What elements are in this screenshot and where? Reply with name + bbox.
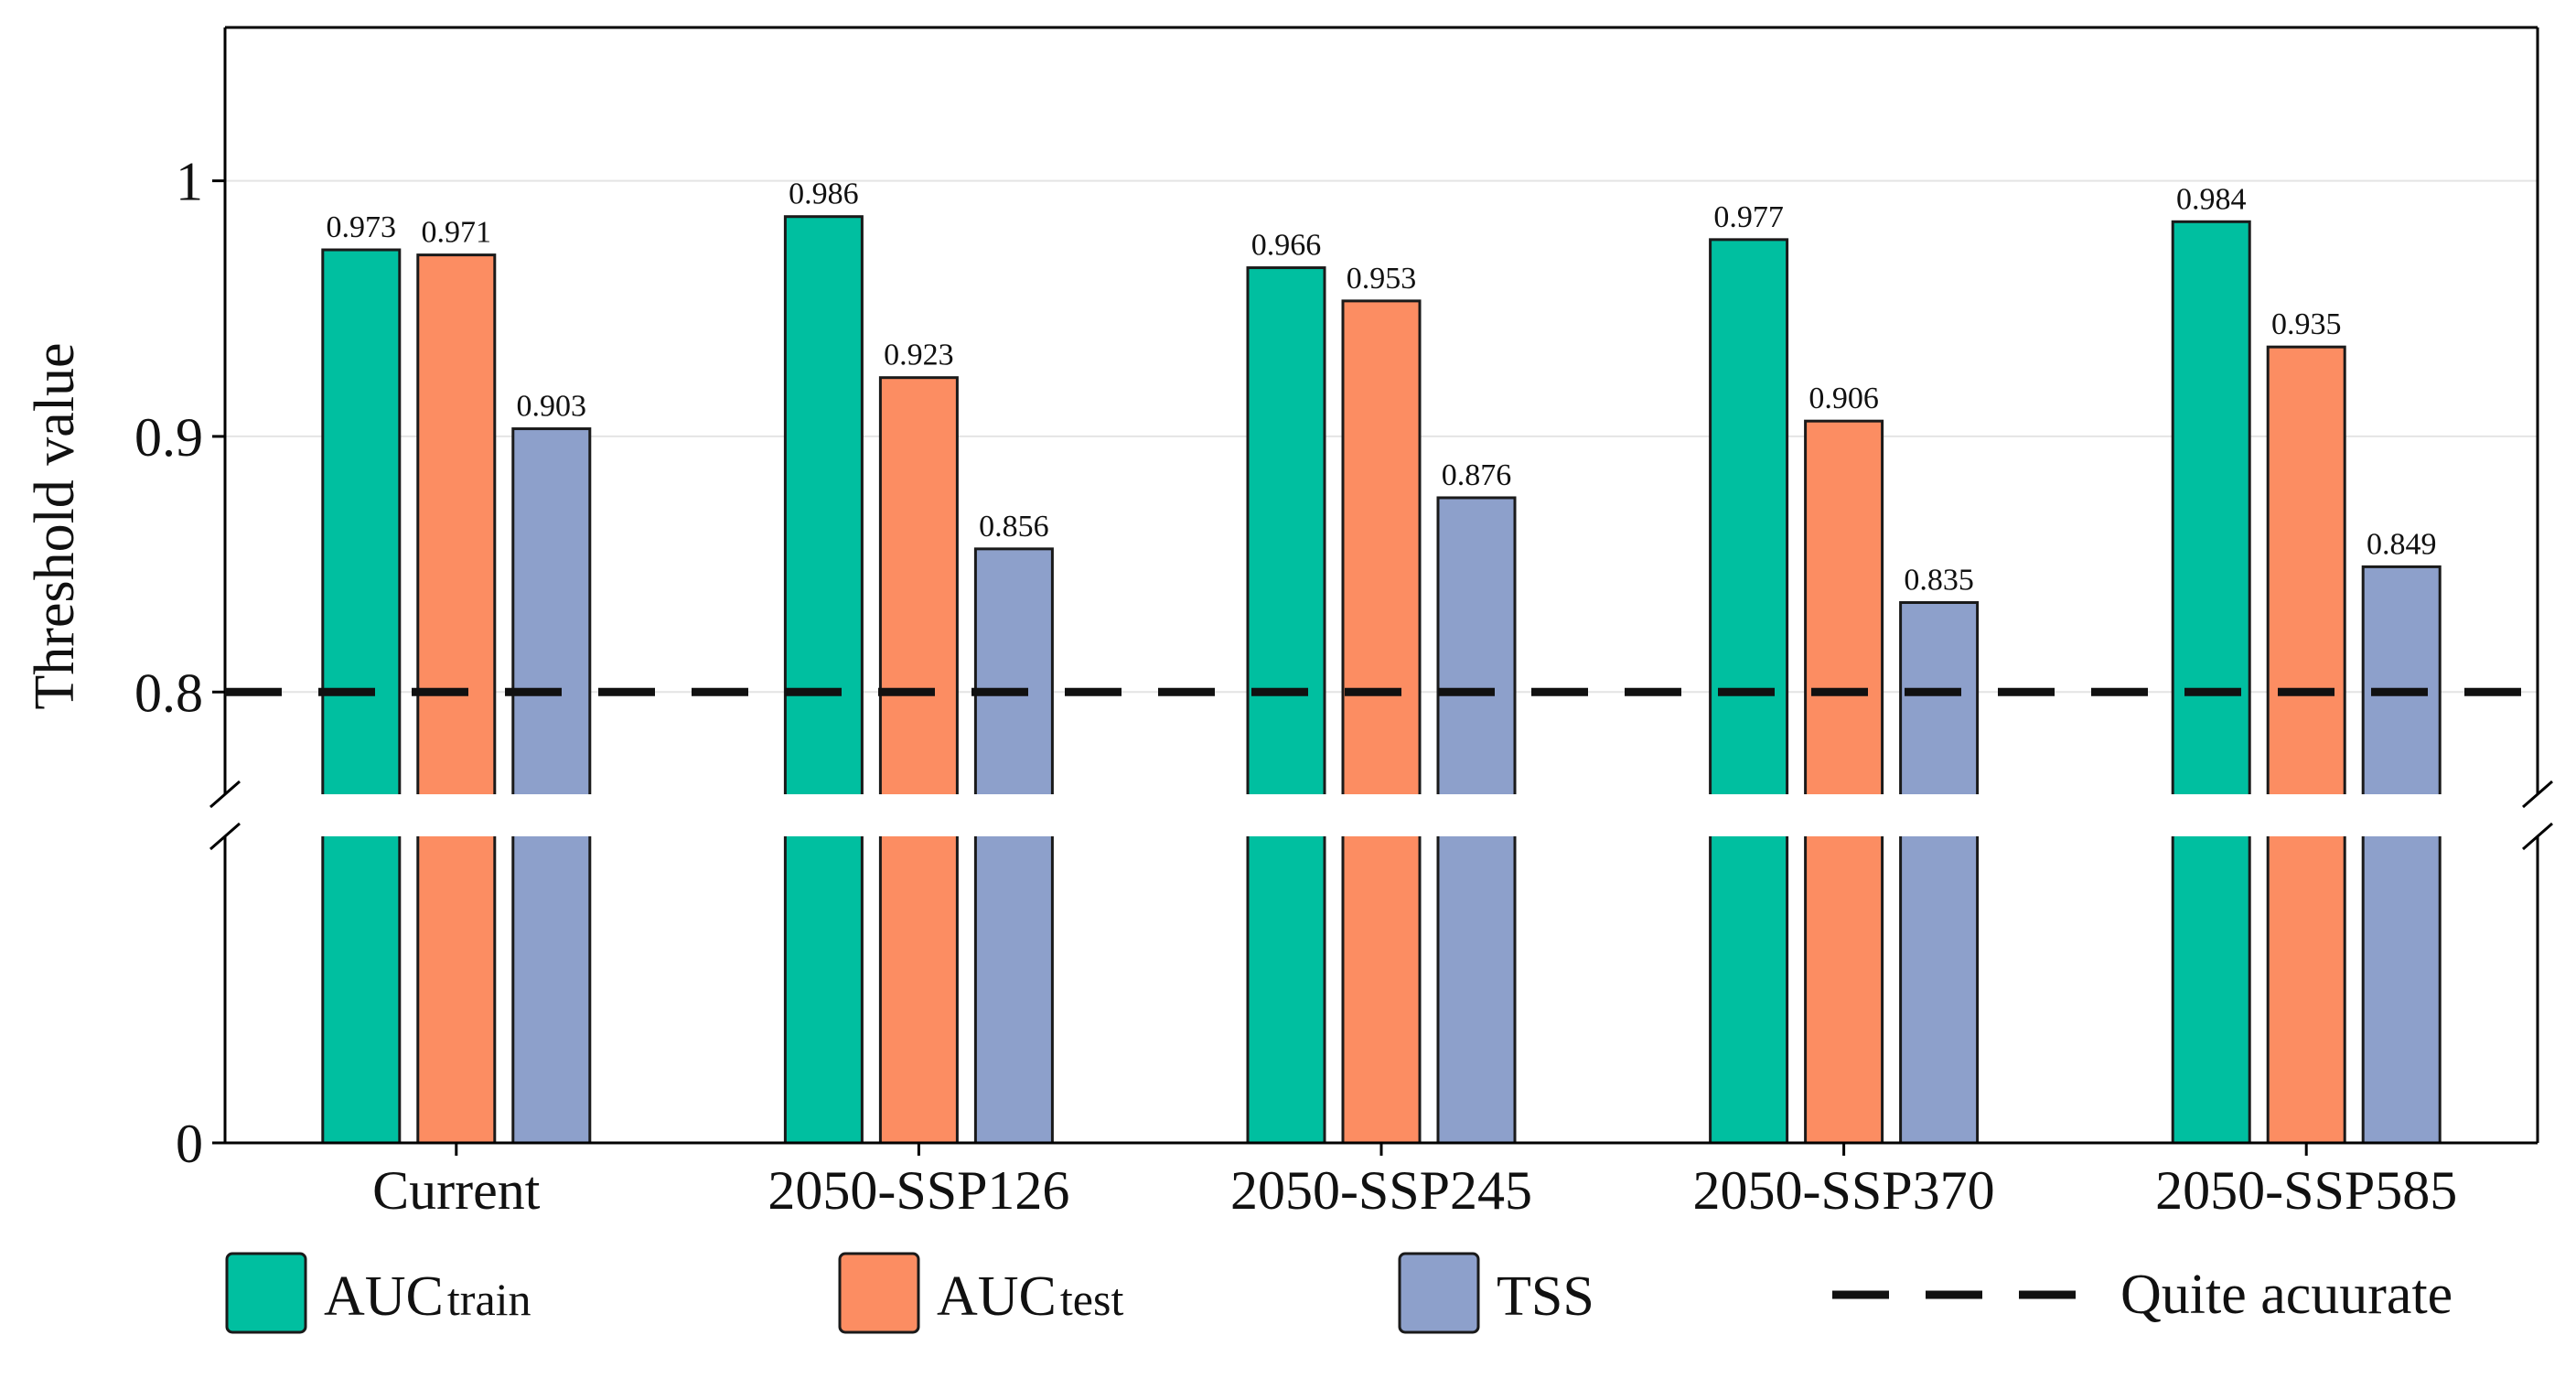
data-label-tss-2: 0.876: [1442, 458, 1512, 492]
data-label-auctrain-0: 0.973: [327, 210, 397, 244]
x-axis-ticks: Current 2050-SSP126 2050-SSP245 2050-SSP370…: [372, 1143, 2457, 1221]
x-tick-label-3: 2050-SSP370: [1693, 1160, 1995, 1221]
legend-label-sub: train: [447, 1274, 531, 1325]
bar-tss-3: [1899, 601, 1980, 1145]
legend-label-auctest: AUCtest: [937, 1265, 1123, 1328]
bar-auctest-3: [1804, 419, 1884, 1145]
data-label-tss-4: 0.849: [2367, 527, 2437, 561]
data-label-tss-1: 0.856: [979, 510, 1049, 544]
data-labels: 0.973 0.971 0.903 0.986 0.923 0.856 0.966 0.953…: [327, 178, 2437, 598]
data-label-auctest-3: 0.906: [1809, 382, 1879, 415]
bar-auctrain-0: [321, 248, 402, 1145]
x-tick-label-2: 2050-SSP245: [1230, 1160, 1532, 1221]
legend-swatch-tss: [1398, 1252, 1480, 1334]
x-tick-label-4: 2050-SSP585: [2155, 1160, 2457, 1221]
legend-swatch-auctest: [838, 1252, 920, 1334]
legend-label-main: AUC: [937, 1265, 1057, 1328]
data-label-auctrain-4: 0.984: [2176, 182, 2247, 216]
break-slash-top-0: [209, 780, 241, 809]
legend-label-main: AUC: [324, 1265, 444, 1328]
data-label-auctrain-3: 0.977: [1713, 200, 1784, 234]
legend-label-main: TSS: [1497, 1265, 1594, 1328]
legend-swatch-auctrain: [225, 1252, 307, 1334]
data-label-auctest-2: 0.953: [1347, 262, 1417, 296]
bar-auctrain-2: [1246, 266, 1326, 1145]
bar-auctest-4: [2266, 345, 2346, 1145]
bars-group: [321, 215, 2442, 1145]
data-label-tss-0: 0.903: [517, 390, 587, 424]
data-label-auctest-4: 0.935: [2271, 307, 2342, 341]
y-tick-label: 0: [176, 1114, 203, 1174]
y-axis-ticks: 0 0.8 0.9 1: [134, 152, 225, 1174]
x-tick-label-1: 2050-SSP126: [767, 1160, 1069, 1221]
legend-label-auctrain: AUCtrain: [324, 1265, 531, 1328]
break-slash-bottom-0: [209, 822, 241, 851]
bar-auctest-2: [1341, 299, 1422, 1145]
data-label-auctest-0: 0.971: [422, 216, 492, 250]
legend: AUCtrain AUCtest TSS Quite acuurate: [225, 1252, 2453, 1334]
bar-auctest-0: [416, 253, 497, 1145]
break-slash-bottom-1: [2522, 822, 2553, 851]
bar-tss-1: [973, 547, 1054, 1145]
data-label-auctest-1: 0.923: [884, 339, 954, 372]
break-slash-top-1: [2522, 780, 2553, 809]
axis-break-marks: [209, 780, 2553, 851]
y-tick-label: 1: [176, 152, 203, 212]
axis-break-gap: [216, 794, 2547, 836]
legend-label-tss: TSS: [1497, 1265, 1594, 1328]
legend-label-reference: Quite acuurate: [2120, 1264, 2453, 1326]
bar-auctrain-1: [783, 215, 864, 1145]
data-label-tss-3: 0.835: [1904, 564, 1974, 598]
y-tick-label: 0.8: [134, 662, 203, 723]
x-tick-label-0: Current: [372, 1160, 541, 1221]
plot-frame: [216, 26, 2547, 1145]
data-label-auctrain-2: 0.966: [1251, 229, 1322, 263]
bar-tss-0: [511, 427, 592, 1145]
bar-auctrain-4: [2171, 220, 2251, 1145]
legend-label-sub: test: [1060, 1274, 1124, 1325]
bar-tss-4: [2361, 565, 2442, 1145]
bar-auctest-1: [878, 376, 959, 1145]
y-axis-title: Threshold value: [24, 342, 86, 709]
y-tick-label: 0.9: [134, 407, 203, 468]
data-label-auctrain-1: 0.986: [789, 178, 859, 211]
